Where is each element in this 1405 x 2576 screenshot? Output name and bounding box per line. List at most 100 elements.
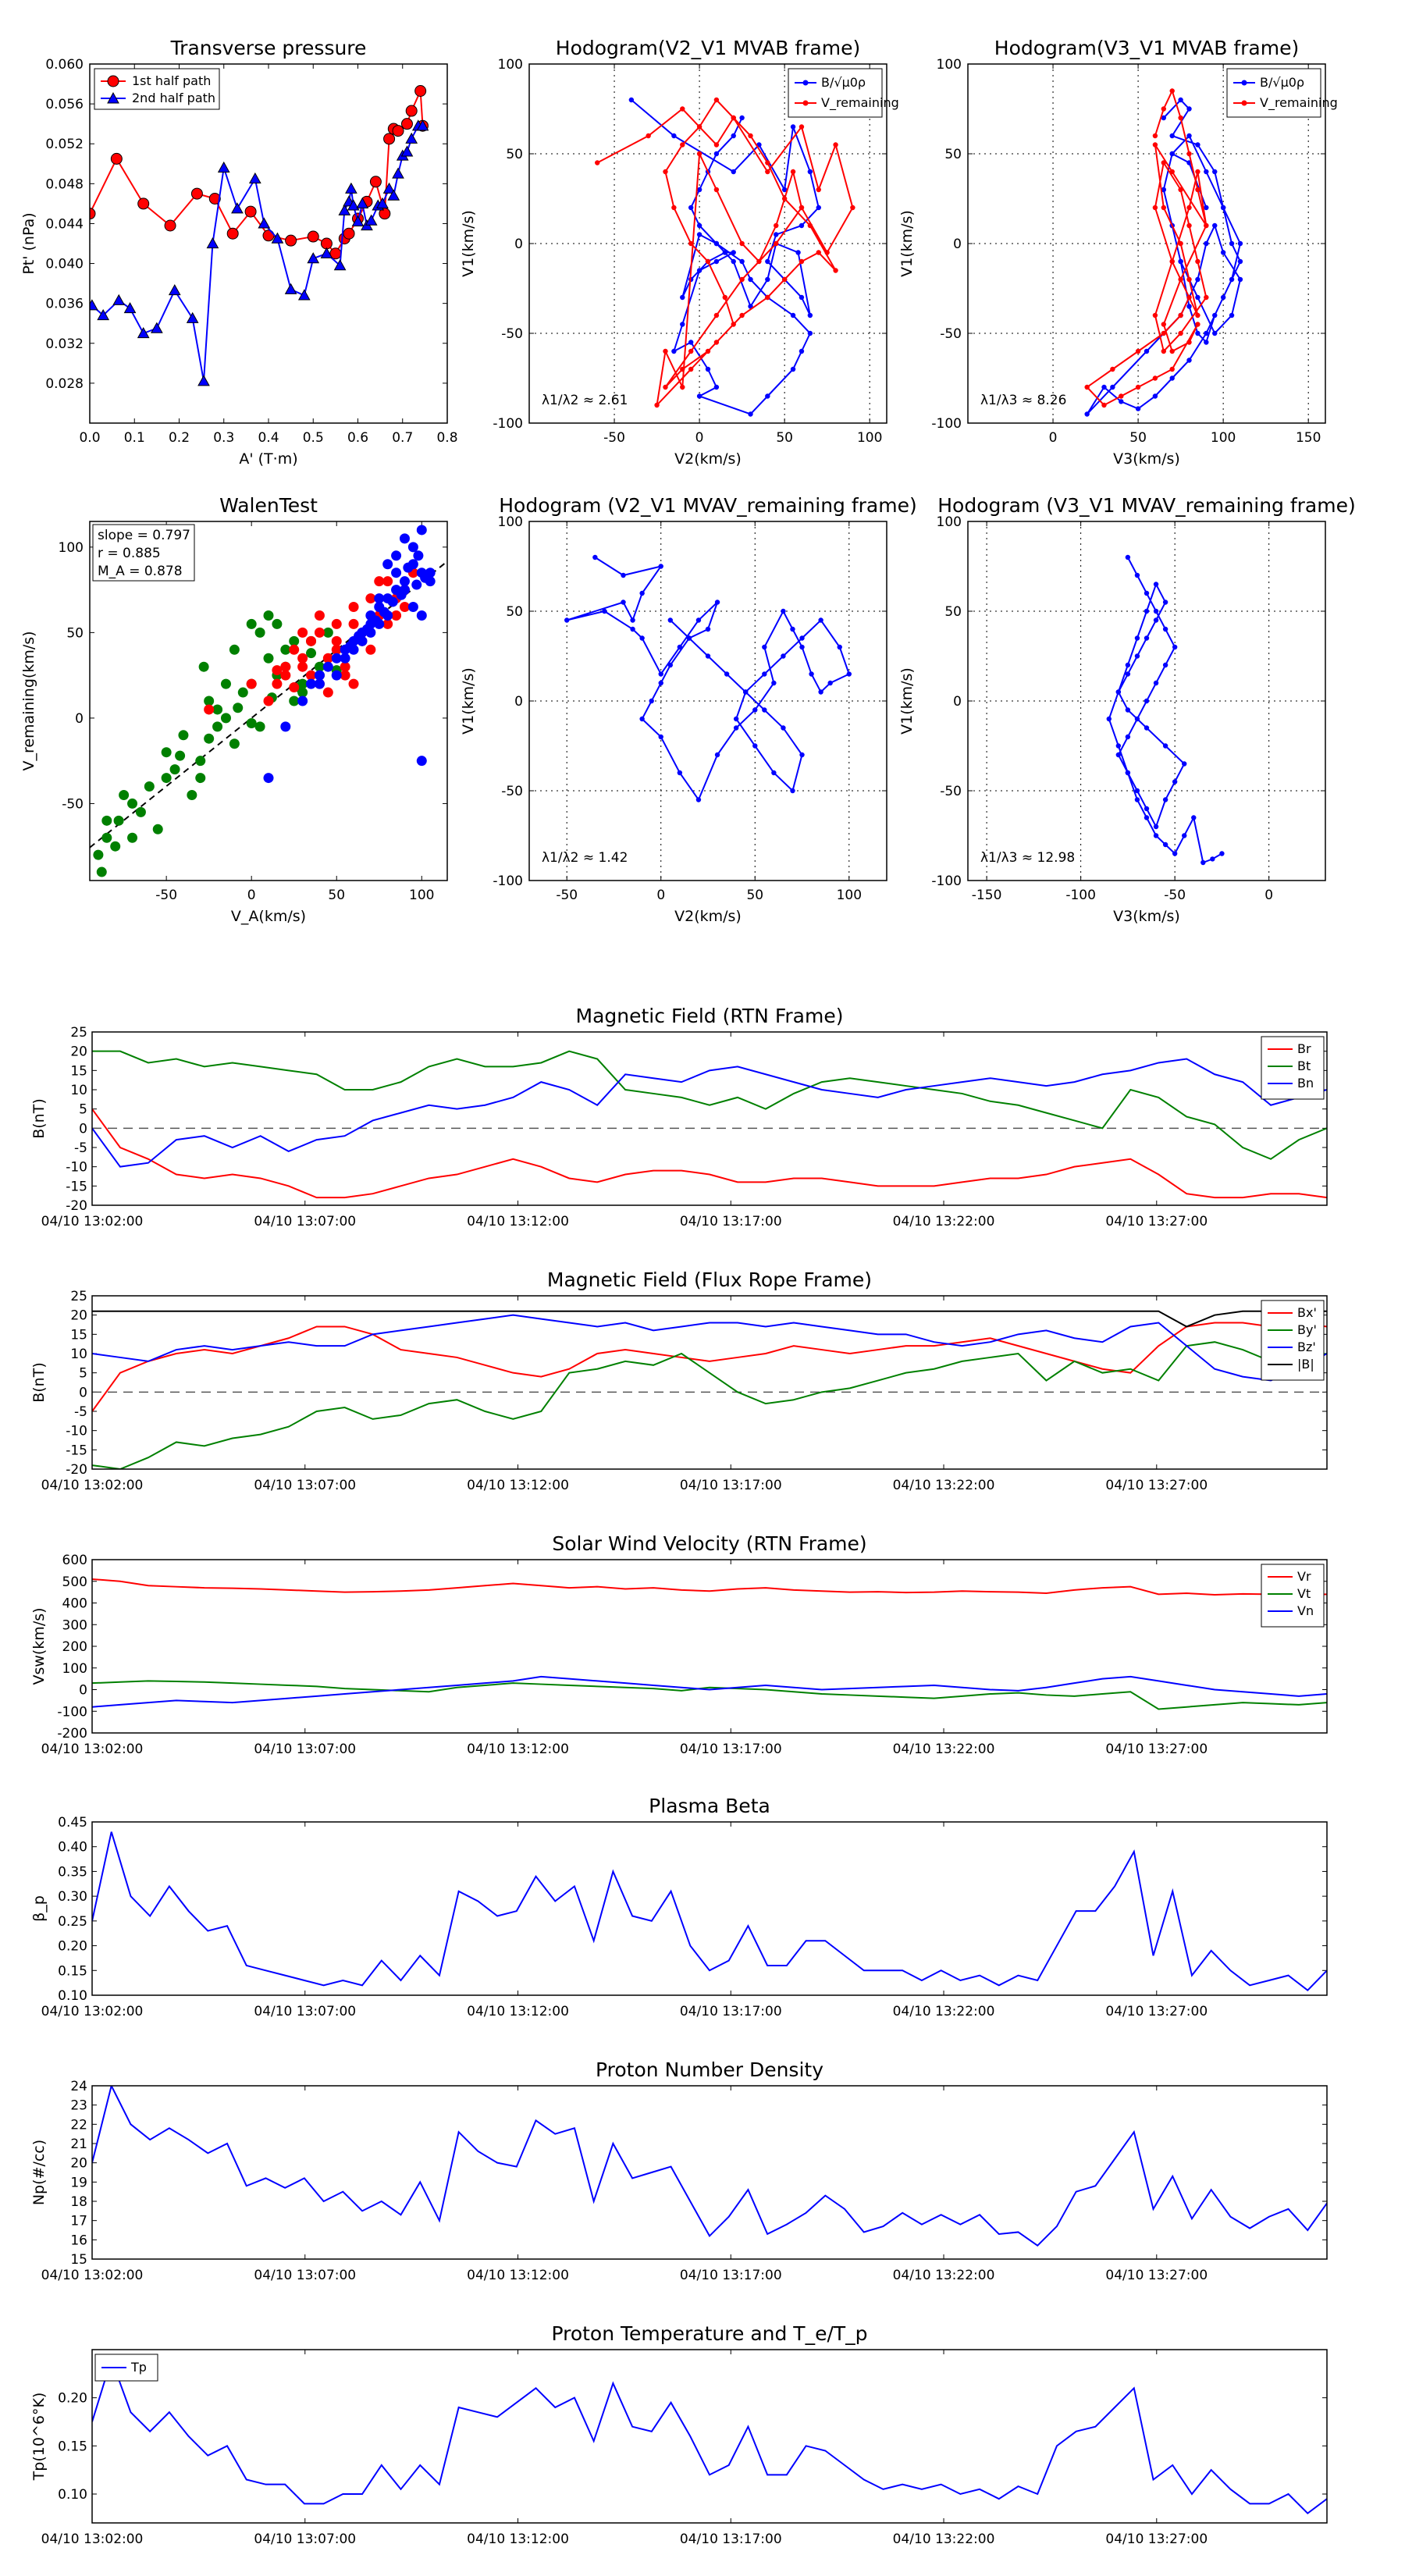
x-tick-label: 04/10 13:12:00 bbox=[467, 1742, 569, 1757]
data-point bbox=[1144, 698, 1150, 704]
data-point bbox=[365, 214, 378, 226]
series-line-β bbox=[92, 1831, 1327, 1991]
x-tick-label: 04/10 13:07:00 bbox=[254, 2004, 356, 2019]
legend bbox=[1261, 1564, 1325, 1628]
data-point bbox=[790, 312, 796, 318]
data-point bbox=[1195, 322, 1200, 327]
data-point bbox=[333, 259, 347, 271]
data-point bbox=[688, 340, 694, 345]
data-point bbox=[762, 707, 767, 713]
data-point bbox=[1115, 743, 1122, 749]
y-tick-label: 0 bbox=[514, 694, 523, 710]
data-point bbox=[413, 550, 424, 561]
data-point bbox=[1178, 330, 1183, 336]
data-point bbox=[713, 258, 720, 265]
legend-label: V_remaining bbox=[1260, 95, 1338, 111]
chart-title: Hodogram (V3_V1 MVAV_remaining frame) bbox=[937, 494, 1356, 517]
y-tick-label: 0.15 bbox=[58, 2439, 87, 2454]
data-point bbox=[229, 738, 240, 749]
x-tick-label: 04/10 13:27:00 bbox=[1105, 2004, 1208, 2019]
data-point bbox=[137, 326, 150, 339]
y-tick-label: 22 bbox=[70, 2117, 87, 2133]
data-point bbox=[756, 258, 762, 265]
plot-area bbox=[92, 2357, 1327, 2514]
data-point bbox=[204, 704, 215, 715]
data-point bbox=[387, 596, 398, 607]
data-point bbox=[790, 626, 795, 632]
data-point bbox=[731, 169, 736, 175]
data-point bbox=[190, 187, 203, 200]
slope-text: slope = 0.797 bbox=[98, 528, 190, 543]
data-point bbox=[1172, 851, 1178, 856]
legend-label: |B| bbox=[1297, 1357, 1314, 1372]
data-point bbox=[1119, 393, 1124, 399]
x-tick-label: 0.6 bbox=[347, 430, 368, 446]
y-tick-label: 0.20 bbox=[58, 2391, 87, 2407]
y-tick-label: 500 bbox=[62, 1574, 87, 1590]
data-point bbox=[110, 841, 121, 852]
panel-ts4: Plasma Beta β_p 0.10 0.15 0.20 0.25 0.30 0.35 0.… bbox=[30, 1795, 1328, 2019]
panel-p6: Hodogram (V3_V1 MVAV_remaining frame) V3(… bbox=[898, 494, 1356, 925]
data-point bbox=[696, 124, 702, 130]
data-point bbox=[688, 366, 694, 372]
y-tick-label: 19 bbox=[70, 2175, 87, 2190]
x-tick-label: 0.3 bbox=[213, 430, 234, 446]
x-tick-label: 04/10 13:12:00 bbox=[467, 2004, 569, 2019]
x-tick-label: 04/10 13:17:00 bbox=[680, 1214, 782, 1229]
data-point bbox=[322, 653, 333, 664]
legend-marker bbox=[802, 80, 809, 86]
data-point bbox=[695, 797, 702, 802]
data-point bbox=[1178, 97, 1183, 103]
data-point bbox=[97, 308, 110, 321]
series-line-Np bbox=[92, 2086, 1327, 2247]
data-point bbox=[714, 600, 720, 605]
y-tick-label: 21 bbox=[70, 2137, 87, 2152]
data-point bbox=[237, 687, 248, 698]
data-point bbox=[220, 713, 231, 724]
data-point bbox=[722, 250, 728, 255]
data-point bbox=[374, 593, 385, 604]
data-point bbox=[762, 644, 767, 650]
legend-marker bbox=[1241, 80, 1247, 86]
data-point bbox=[164, 219, 176, 232]
x-tick-label: 04/10 13:22:00 bbox=[893, 1478, 995, 1493]
y-tick-label: -100 bbox=[57, 1704, 87, 1720]
series-line-0 bbox=[90, 91, 424, 255]
y-tick-label: 100 bbox=[498, 57, 523, 73]
y-axis-label: Vsw(km/s) bbox=[30, 1607, 48, 1685]
data-point bbox=[1162, 662, 1168, 668]
data-point bbox=[816, 187, 821, 193]
x-axis-label: A' (T·m) bbox=[239, 450, 297, 468]
x-tick-label: 100 bbox=[837, 888, 862, 903]
data-point bbox=[1169, 133, 1175, 139]
y-tick-label: 10 bbox=[70, 1083, 87, 1098]
data-point bbox=[816, 250, 821, 255]
data-point bbox=[713, 340, 720, 345]
data-point bbox=[1237, 240, 1243, 247]
y-tick-label: 0.20 bbox=[58, 1939, 87, 1955]
x-tick-label: 04/10 13:27:00 bbox=[1105, 1742, 1208, 1757]
data-point bbox=[1172, 644, 1178, 650]
data-point bbox=[1182, 761, 1187, 767]
data-point bbox=[113, 815, 124, 826]
y-tick-label: 0.10 bbox=[58, 1988, 87, 2004]
y-tick-label: 5 bbox=[79, 1102, 87, 1118]
legend-label: B/√μ0ρ bbox=[1260, 75, 1304, 90]
data-point bbox=[663, 348, 668, 354]
data-point bbox=[696, 222, 702, 229]
x-tick-label: 0.8 bbox=[436, 430, 457, 446]
data-point bbox=[1144, 725, 1150, 731]
series-line-1 bbox=[91, 125, 423, 382]
x-tick-label: 04/10 13:17:00 bbox=[680, 2004, 782, 2019]
legend-marker bbox=[802, 100, 809, 106]
x-tick-label: -50 bbox=[1164, 888, 1186, 903]
y-tick-label: 0.45 bbox=[58, 1815, 87, 1831]
data-point bbox=[1161, 205, 1167, 211]
panel-ts3: Solar Wind Velocity (RTN Frame) Vsw(km/s)… bbox=[30, 1532, 1328, 1757]
data-point bbox=[297, 627, 308, 638]
data-point bbox=[790, 124, 796, 130]
data-point bbox=[677, 644, 683, 650]
data-point bbox=[658, 564, 663, 569]
x-axis-label: V3(km/s) bbox=[1113, 450, 1180, 468]
x-tick-label: 04/10 13:02:00 bbox=[41, 1742, 144, 1757]
